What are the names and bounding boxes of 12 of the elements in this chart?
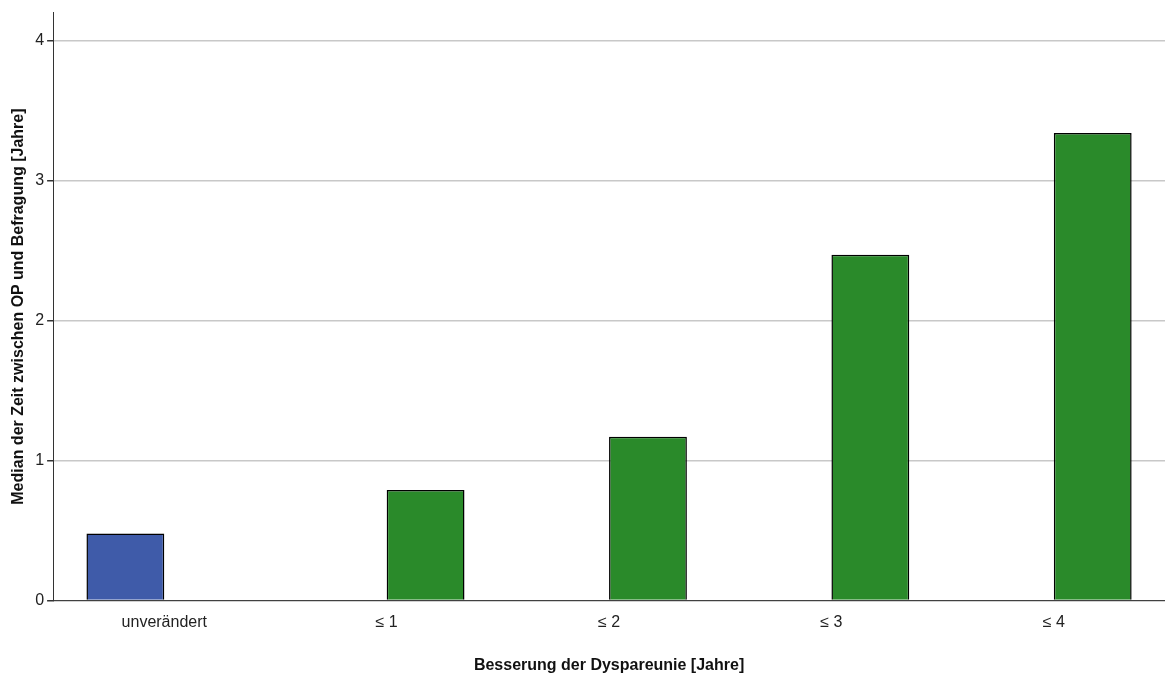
x-axis-title: Besserung der Dyspareunie [Jahre]: [473, 655, 745, 673]
y-tick-label: 3: [35, 171, 45, 189]
x-tick-label: ≤ 4: [1042, 612, 1065, 630]
y-axis-title: Median der Zeit zwischen OP und Befragung [Jahre]: [9, 108, 27, 505]
y-tick-label: 1: [35, 451, 45, 469]
y-tick-label: 0: [35, 591, 45, 609]
y-tick-label: 4: [35, 31, 45, 49]
y-tick-label: 2: [35, 311, 45, 329]
x-tick-label: ≤ 2: [597, 612, 621, 630]
x-tick-label: ≤ 3: [820, 612, 843, 630]
x-tick-label: ≤ 1: [375, 612, 398, 630]
x-tick-label: unverändert: [121, 612, 208, 630]
